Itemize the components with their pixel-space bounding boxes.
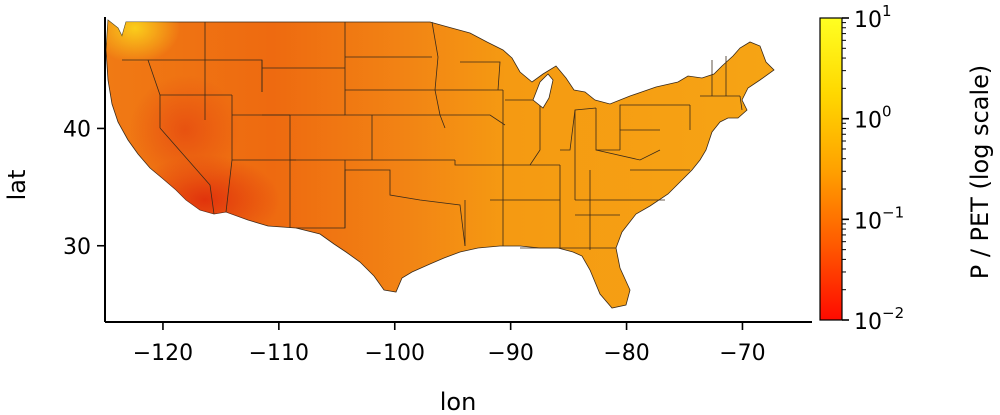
state-boundary-line: [529, 100, 541, 166]
state-boundaries: [122, 21, 743, 250]
state-boundary-line: [440, 114, 506, 126]
state-boundary-line: [739, 95, 743, 111]
state-boundary-line: [460, 61, 501, 91]
colorbar: [819, 17, 843, 321]
state-boundary-line: [619, 104, 690, 130]
colorbar-tick-label: 101: [854, 2, 892, 33]
x-tick-label: −110: [249, 341, 309, 366]
state-boundary-line: [225, 159, 233, 213]
state-boundary-line: [296, 169, 466, 247]
state-boundary-line: [560, 107, 597, 151]
state-boundary-line: [454, 160, 503, 166]
lake-michigan: [532, 73, 554, 109]
y-tick-label: 30: [63, 235, 91, 260]
colorbar-tick-label: 100: [854, 103, 892, 134]
colorbar-tick-label: 10−2: [854, 304, 904, 335]
state-boundary-line: [344, 22, 372, 116]
x-axis-ticks: −120 −110 −100 −90 −80 −70: [133, 322, 766, 366]
state-boundary-line: [431, 21, 441, 116]
map-area: [105, 19, 775, 309]
colorbar-ticks: 101 100 10−1 10−2: [842, 2, 904, 335]
us-land-shape: [105, 19, 775, 309]
colorbar-tick-label: 10−1: [854, 203, 904, 234]
x-tick-label: −80: [603, 341, 649, 366]
y-axis-ticks: 40 30: [63, 117, 105, 260]
x-axis-label: lon: [440, 388, 477, 415]
x-tick-label: −70: [719, 341, 765, 366]
state-boundary-line: [595, 149, 661, 161]
pacific-northwest-wet-zone: [106, 20, 180, 63]
state-boundary-line: [159, 127, 215, 215]
x-tick-label: −90: [487, 341, 533, 366]
x-tick-label: −100: [365, 341, 425, 366]
y-axis-label: lat: [3, 170, 31, 201]
x-tick-label: −120: [133, 341, 193, 366]
colorbar-label: P / PET (log scale): [966, 65, 994, 280]
great-basin-arid-zone: [130, 75, 240, 185]
y-tick-label: 40: [63, 117, 91, 142]
